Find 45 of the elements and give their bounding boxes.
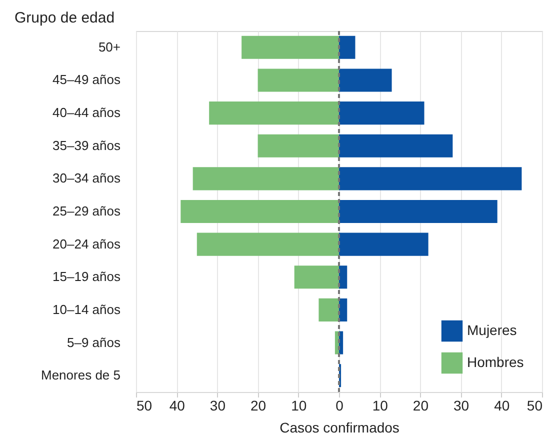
bar	[242, 36, 339, 59]
x-tick-label: 0	[336, 398, 344, 414]
x-tick-label: 30	[454, 398, 470, 414]
bar	[180, 200, 339, 224]
x-tick-label: 40	[169, 398, 186, 414]
bar	[339, 266, 348, 289]
y-axis-title: Grupo de edad	[14, 10, 115, 26]
bar	[258, 68, 339, 92]
x-tick-label: 30	[210, 398, 226, 414]
bar	[339, 134, 453, 158]
y-tick-label: 5–9 años	[67, 334, 121, 350]
bar	[339, 36, 356, 59]
bar	[334, 331, 339, 354]
y-tick-label: Menores de 5	[41, 368, 120, 383]
x-tick-label: 40	[494, 398, 510, 414]
legend-label: Mujeres	[467, 322, 517, 338]
bar	[209, 102, 339, 125]
y-tick-label: 40–44 años	[52, 105, 121, 120]
x-axis-title: Casos confirmados	[280, 420, 400, 436]
y-tick-label: 15–19 años	[52, 269, 121, 284]
y-tick-label: 35–39 años	[52, 138, 121, 153]
y-tick-label: 10–14 años	[52, 302, 121, 317]
bar	[339, 200, 498, 224]
bar	[339, 68, 392, 92]
bar	[258, 134, 339, 158]
y-tick-label: 25–29 años	[52, 204, 121, 218]
y-tick-label: 50+	[98, 39, 120, 54]
x-tick-label: 10	[291, 398, 307, 414]
x-tick-label: 20	[250, 398, 266, 414]
x-tick-label: 50	[526, 398, 543, 414]
y-tick-label: 45–49 años	[52, 72, 121, 88]
bar	[339, 232, 428, 256]
bar	[339, 298, 348, 322]
bar	[294, 266, 339, 289]
x-tick-label: 10	[372, 398, 388, 414]
bar	[318, 298, 339, 322]
bar	[192, 167, 339, 190]
bar	[339, 102, 424, 125]
y-tick-label: 30–34 años	[52, 170, 121, 186]
y-tick-label: 20–24 años	[52, 236, 121, 252]
bar	[196, 232, 339, 256]
x-tick-label: 50	[136, 398, 152, 414]
legend-label: Hombres	[467, 354, 524, 370]
x-tick-label: 20	[412, 398, 429, 414]
bar	[339, 167, 522, 190]
